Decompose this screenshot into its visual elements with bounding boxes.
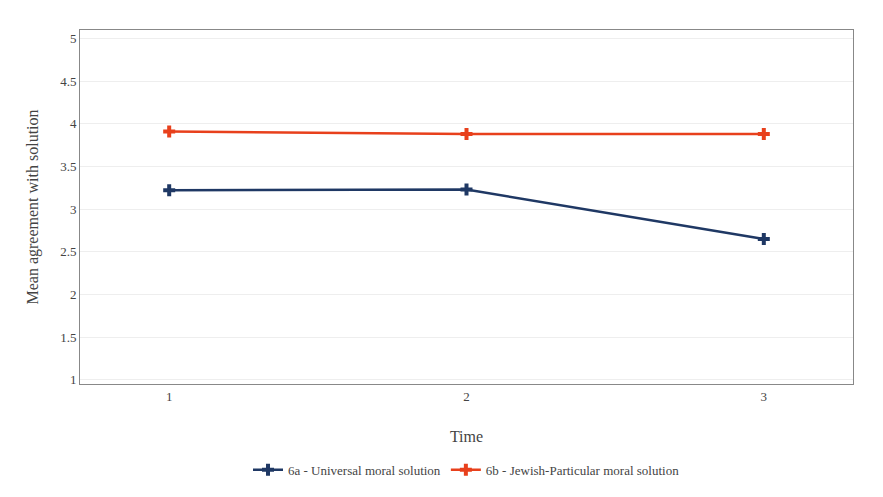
svg-text:6b - Jewish-Particular moral s: 6b - Jewish-Particular moral solution <box>486 463 679 478</box>
svg-text:3: 3 <box>761 389 768 404</box>
svg-text:6a - Universal moral solution: 6a - Universal moral solution <box>288 463 441 478</box>
svg-text:1: 1 <box>166 389 173 404</box>
svg-text:Mean agreement with solution: Mean agreement with solution <box>24 109 42 304</box>
svg-text:1.5: 1.5 <box>60 330 76 345</box>
svg-text:Time: Time <box>450 428 483 445</box>
svg-text:3.5: 3.5 <box>60 159 76 174</box>
svg-text:2: 2 <box>70 287 77 302</box>
svg-text:5: 5 <box>70 31 77 46</box>
svg-text:2: 2 <box>463 389 470 404</box>
svg-text:3: 3 <box>70 202 77 217</box>
svg-text:1: 1 <box>70 372 77 387</box>
svg-text:4.5: 4.5 <box>60 74 76 89</box>
svg-text:4: 4 <box>70 116 77 131</box>
svg-text:2.5: 2.5 <box>60 244 76 259</box>
